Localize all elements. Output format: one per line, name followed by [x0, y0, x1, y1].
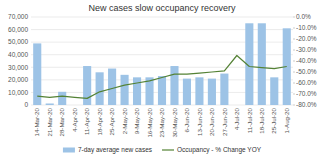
bar	[58, 92, 66, 105]
grid-line	[31, 54, 293, 55]
bar	[96, 72, 104, 105]
grid-line	[31, 29, 293, 30]
bar	[270, 77, 278, 105]
y2-tick-label: -50.0%	[296, 68, 317, 75]
bar	[83, 66, 91, 105]
grid-line	[31, 42, 293, 43]
y2-tick	[293, 28, 295, 29]
x-tick-label: 16-May-20	[146, 107, 153, 137]
y2-tick-label: -70.0%	[296, 90, 317, 97]
bar	[258, 23, 266, 105]
x-tick-label: 11-Apr-20	[83, 107, 90, 135]
x-tick-label: 23-May-20	[158, 107, 165, 137]
y-tick-label: 40,000	[8, 51, 28, 58]
x-tick-label: 28-Mar-20	[58, 107, 65, 136]
x-tick-label: 6-Jun-20	[183, 107, 190, 132]
x-tick-label: 30-May-20	[171, 107, 178, 137]
bar	[170, 66, 178, 105]
bar	[46, 103, 54, 105]
marks	[33, 23, 291, 105]
y2-tick-label: 0.0%	[296, 13, 311, 20]
y2-tick-label: -80.0%	[296, 101, 317, 108]
y-tick-label: 50,000	[8, 38, 28, 45]
y2-tick	[293, 39, 295, 40]
bar	[133, 77, 141, 105]
legend-swatch	[63, 148, 75, 153]
bar	[183, 79, 191, 105]
y-tick-label: 30,000	[8, 64, 28, 71]
y2-tick	[293, 50, 295, 51]
x-tick-label: 1-Aug-20	[283, 107, 290, 133]
y2-tick-label: -20.0%	[296, 35, 317, 42]
bar	[233, 105, 241, 106]
bar	[158, 76, 166, 105]
y2-tick	[293, 72, 295, 73]
y-tick-label: 0	[24, 101, 28, 108]
x-tick-label: 21-Mar-20	[46, 107, 53, 136]
line	[37, 56, 287, 99]
legend-item: 7-day average new cases	[63, 146, 153, 154]
bar	[71, 105, 79, 106]
x-tick-label: 25-Jul-20	[270, 107, 277, 133]
y2-tick	[293, 17, 295, 18]
x-tick-label: 14-Mar-20	[33, 107, 40, 136]
legend: 7-day average new cases Occupancy - % Cha…	[63, 146, 262, 154]
y-tick-label: 20,000	[8, 76, 28, 83]
x-tick-label: 20-Jun-20	[208, 107, 215, 135]
y2-tick	[293, 83, 295, 84]
legend-label: 7-day average new cases	[78, 146, 153, 154]
bar	[195, 77, 203, 105]
x-tick-label: 4-Jul-20	[233, 107, 240, 130]
x-tick-label: 4-Apr-20	[71, 107, 78, 132]
bar	[121, 75, 129, 105]
x-tick-label: 2-May-20	[121, 107, 128, 134]
bar	[33, 43, 41, 105]
x-tick-label: 27-Jun-20	[221, 107, 228, 135]
y-tick-label: 60,000	[8, 26, 28, 33]
y-tick-label: 10,000	[8, 89, 28, 96]
legend-item: Occupancy - % Change YOY	[162, 146, 262, 154]
chart: New cases slow occupancy recovery 0 10,000…	[0, 0, 324, 155]
y2-tick-label: -10.0%	[296, 24, 317, 31]
y2-tick	[293, 105, 295, 106]
y2-tick	[293, 94, 295, 95]
bar	[208, 79, 216, 105]
y2-tick-label: -30.0%	[296, 46, 317, 53]
legend-swatch	[162, 149, 174, 150]
x-tick-label: 9-May-20	[133, 107, 140, 134]
bar	[108, 69, 116, 105]
title: New cases slow occupancy recovery	[88, 3, 236, 13]
y2-tick-label: -60.0%	[296, 79, 317, 86]
y-tick-label: 70,000	[8, 13, 28, 20]
x-tick-label: 13-Jun-20	[196, 107, 203, 135]
y2-tick	[293, 61, 295, 62]
x-tick-label: 25-Apr-20	[108, 107, 115, 135]
y2-tick-label: -40.0%	[296, 57, 317, 64]
x-tick-label: 18-Apr-20	[96, 107, 103, 135]
grid	[31, 17, 293, 105]
bar	[220, 74, 228, 105]
x-tick-label: 11-Jul-20	[246, 107, 253, 133]
grid-line	[31, 17, 293, 18]
legend-label: Occupancy - % Change YOY	[177, 146, 262, 154]
x-tick-label: 18-Jul-20	[258, 107, 265, 133]
